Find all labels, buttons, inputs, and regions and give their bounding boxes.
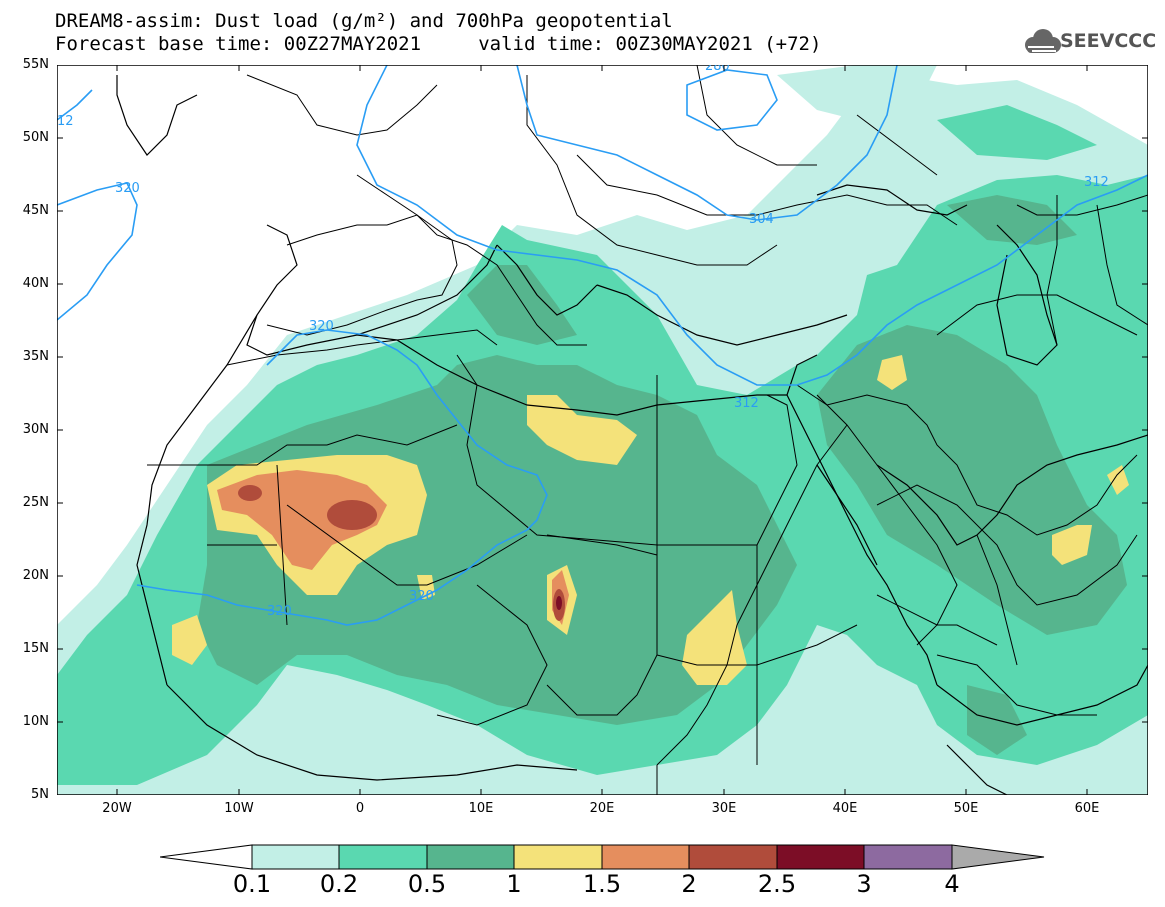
colorbar-label-0-1: 0.1 xyxy=(232,870,272,898)
country-borders xyxy=(147,65,1148,795)
lat-label-45n: 45N xyxy=(22,203,49,218)
lat-label-55n: 55N xyxy=(22,57,49,72)
colorbar-label-3: 3 xyxy=(856,870,872,898)
geopotential-contours xyxy=(57,65,1148,626)
lat-label-50n: 50N xyxy=(22,130,49,145)
contour-label-304: 304 xyxy=(749,212,774,227)
colorbar-bin-2-2-5 xyxy=(688,844,778,870)
lat-label-30n: 30N xyxy=(22,422,49,437)
dust-fill-2-5-3 xyxy=(556,596,562,610)
logo-text: SEEVCCC xyxy=(1060,30,1157,52)
dust-fill-2-2-5 xyxy=(238,485,565,621)
colorbar-bin-1-5-2 xyxy=(601,844,690,870)
lon-label-10e: 10E xyxy=(468,801,494,816)
contour-label-320-d: 320 xyxy=(409,589,434,604)
colorbar-label-0-2: 0.2 xyxy=(319,870,359,898)
lon-label-10w: 10W xyxy=(224,801,254,816)
colorbar xyxy=(160,844,1045,870)
contour-label-312-a: 312 xyxy=(734,396,759,411)
lon-label-60e: 60E xyxy=(1074,801,1100,816)
colorbar-label-1-5: 1.5 xyxy=(582,870,622,898)
lon-label-0: 0 xyxy=(355,801,365,816)
dust-fill-0-5-1 xyxy=(197,195,1127,755)
lon-label-30e: 30E xyxy=(711,801,737,816)
contour-label-320-c: 320 xyxy=(267,604,292,619)
colorbar-label-0-5: 0.5 xyxy=(407,870,447,898)
contour-label-320-b: 320 xyxy=(309,319,334,334)
lat-label-35n: 35N xyxy=(22,349,49,364)
lat-label-25n: 25N xyxy=(22,495,49,510)
colorbar-upper-arrow xyxy=(951,844,1045,870)
contour-label-320-a: 320 xyxy=(115,181,140,196)
colorbar-bin-0-2-0-5 xyxy=(338,844,428,870)
contour-label-280: 280 xyxy=(705,65,730,74)
colorbar-bin-1-1-5 xyxy=(513,844,603,870)
colorbar-bin-2-5-3 xyxy=(776,844,865,870)
tick-marks xyxy=(57,65,1148,795)
colorbar-bin-0-1-0-2 xyxy=(251,844,340,870)
colorbar-bin-0-5-1 xyxy=(426,844,515,870)
coastlines xyxy=(116,75,1148,795)
lat-label-10n: 10N xyxy=(22,714,49,729)
lon-label-40e: 40E xyxy=(832,801,858,816)
colorbar-lower-arrow xyxy=(160,844,253,870)
lat-label-15n: 15N xyxy=(22,641,49,656)
lon-label-20e: 20E xyxy=(589,801,615,816)
map-title-line1: DREAM8-assim: Dust load (g/m²) and 700hP… xyxy=(55,10,673,32)
lat-label-40n: 40N xyxy=(22,276,49,291)
lat-label-5n: 5N xyxy=(31,787,49,802)
colorbar-label-2-5: 2.5 xyxy=(757,870,797,898)
map-title-line2: Forecast base time: 00Z27MAY2021 valid t… xyxy=(55,33,822,55)
lon-label-20w: 20W xyxy=(102,801,132,816)
contour-label-12: 12 xyxy=(57,114,74,129)
dust-load-map: 12 320 320 320 320 304 312 312 280 xyxy=(57,65,1148,795)
contour-label-312-b: 312 xyxy=(1084,175,1109,190)
colorbar-label-2: 2 xyxy=(681,870,697,898)
lon-label-50e: 50E xyxy=(953,801,979,816)
lat-label-20n: 20N xyxy=(22,568,49,583)
colorbar-bin-3-4 xyxy=(863,844,953,870)
contour-labels: 12 320 320 320 320 304 312 312 280 xyxy=(57,65,1109,619)
colorbar-label-4: 4 xyxy=(944,870,960,898)
cloud-icon xyxy=(1025,29,1061,53)
colorbar-label-1: 1 xyxy=(506,870,522,898)
